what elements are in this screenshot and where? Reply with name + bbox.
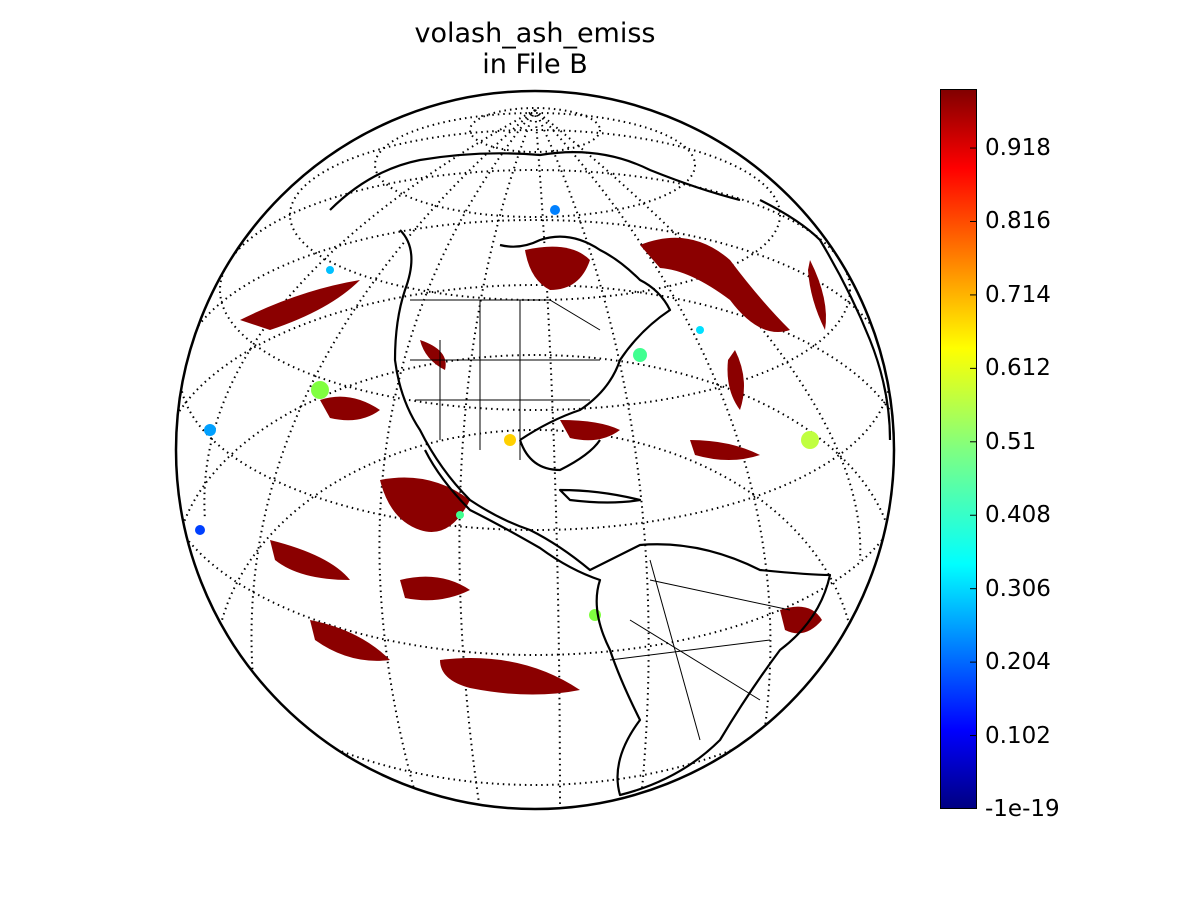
colorbar-tick-label: 0.51 [985, 428, 1037, 455]
colorbar-tick-label: 0.918 [985, 135, 1051, 162]
title-line-1: volash_ash_emiss [414, 18, 656, 49]
ash-emission-mid [195, 205, 819, 621]
political-borders [410, 299, 791, 741]
title-line-2: in File B [482, 49, 588, 80]
globe-map [174, 89, 896, 811]
colorbar-tick-label: 0.102 [985, 722, 1051, 749]
colorbar-tick-label: 0.306 [985, 575, 1051, 602]
colorbar-gradient [940, 89, 977, 809]
colorbar-tick-label: -1e-19 [985, 796, 1060, 822]
colorbar-tick-label: 0.408 [985, 502, 1051, 529]
colorbar-tick-label: 0.612 [985, 355, 1051, 382]
graticule [176, 107, 894, 809]
globe-edge [174, 89, 896, 811]
ash-emission-high [240, 237, 826, 695]
coastlines [329, 151, 892, 797]
colorbar [940, 89, 977, 809]
chart-title: volash_ash_emiss in File B [335, 18, 735, 80]
colorbar-tick-label: 0.714 [985, 281, 1051, 308]
colorbar-tick-label: 0.204 [985, 649, 1051, 676]
colorbar-tick-label: 0.816 [985, 208, 1051, 235]
